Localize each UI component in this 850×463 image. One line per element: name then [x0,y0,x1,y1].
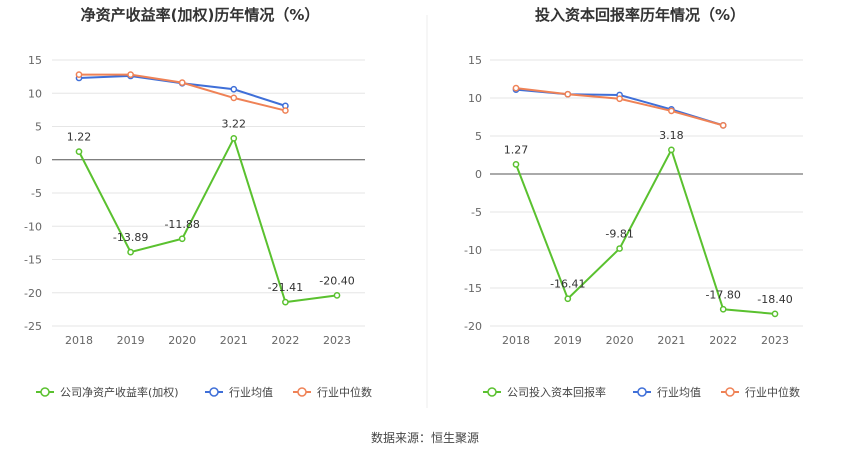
x-tick-label: 2023 [761,334,789,347]
source-label: 数据来源：恒生聚源 [371,430,479,445]
data-point [564,90,572,98]
legend-label: 行业中位数 [745,385,800,399]
x-tick-label: 2019 [117,334,145,347]
legend-label: 行业中位数 [317,385,372,399]
y-tick-label: 0 [475,168,482,181]
data-label: -13.89 [113,231,148,244]
y-tick-label: -5 [471,206,482,219]
data-point [333,292,341,299]
data-point [178,79,186,86]
legend-marker [725,387,735,397]
x-tick-label: 2022 [271,334,299,347]
x-tick-label: 2018 [502,334,530,347]
legend-label: 行业均值 [229,386,273,399]
data-label: -9.81 [605,228,633,241]
y-tick-label: 5 [475,130,482,143]
data-point [616,95,623,103]
y-tick-label: -5 [31,187,42,200]
y-tick-label: 10 [28,87,42,100]
data-point [230,134,238,142]
y-tick-label: 5 [35,121,42,134]
series-line [78,135,338,304]
y-tick-label: -15 [24,254,42,267]
data-point [719,122,727,129]
data-label: 1.27 [504,143,529,156]
legend-label: 公司投入资本回报率 [507,385,606,399]
legend-label: 行业均值 [657,386,701,399]
data-label: -17.80 [705,288,740,301]
y-tick-label: -20 [464,320,482,333]
data-label: -11.88 [164,218,199,231]
data-label: 3.22 [222,117,247,130]
y-tick-label: 15 [468,54,482,67]
x-tick-label: 2018 [65,334,93,347]
y-tick-label: 0 [35,154,42,167]
data-point [668,107,675,115]
x-tick-label: 2021 [657,334,685,347]
y-tick-label: -25 [24,320,42,333]
y-tick-label: 10 [468,92,482,105]
data-label: -20.40 [319,274,354,287]
data-point [512,160,520,168]
legend-marker [40,387,50,397]
data-point [282,107,289,114]
legend-marker [637,387,647,397]
x-tick-label: 2019 [554,334,582,347]
data-label: -21.41 [268,281,303,294]
chart-title: 净资产收益率(加权)历年情况（%） [81,6,320,24]
series-line [515,147,776,315]
x-tick-label: 2023 [323,334,351,347]
legend-label: 公司净资产收益率(加权) [60,385,179,399]
data-label: 1.22 [67,131,92,144]
data-point [75,148,83,155]
y-tick-label: -10 [24,220,42,233]
data-point [668,146,675,154]
legend-marker [209,387,219,397]
y-tick-label: -15 [464,282,482,295]
x-tick-label: 2021 [220,334,248,347]
x-tick-label: 2020 [606,334,634,347]
legend-marker [297,387,307,397]
data-point [75,71,83,78]
y-tick-label: -10 [464,244,482,257]
data-label: 3.18 [659,129,684,142]
data-label: -18.40 [757,293,792,306]
x-tick-label: 2020 [168,334,196,347]
data-point [127,248,134,256]
data-point [616,245,623,252]
data-point [771,310,779,318]
data-point [282,298,289,306]
y-tick-label: 15 [28,54,42,67]
data-point [230,94,238,102]
data-point [719,305,727,313]
data-point [178,235,186,243]
data-label: -16.41 [550,278,585,291]
data-point [564,295,572,303]
data-point [230,85,238,93]
x-tick-label: 2022 [709,334,737,347]
y-tick-label: -20 [24,287,42,300]
data-point [512,84,520,92]
legend-marker [487,387,497,397]
chart-title: 投入资本回报率历年情况（%） [535,6,745,24]
data-point [127,71,134,78]
